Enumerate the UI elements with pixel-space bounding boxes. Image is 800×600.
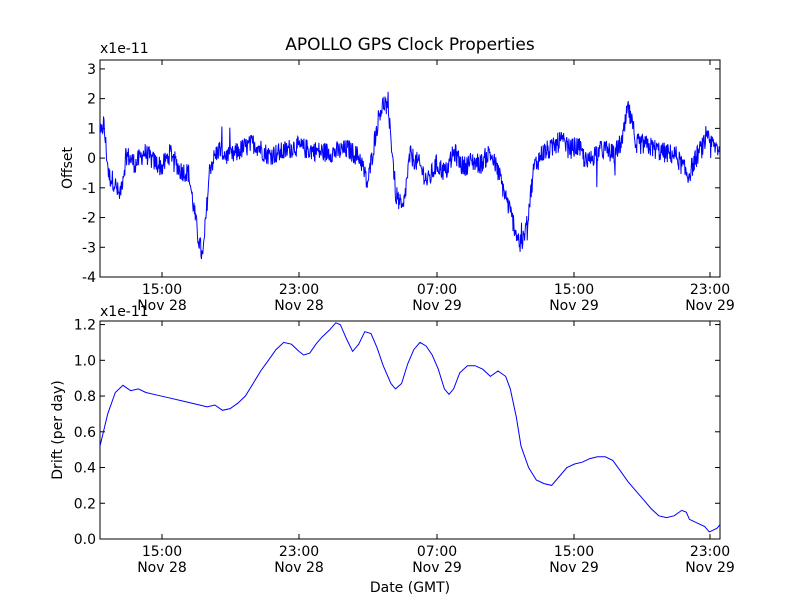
drift-x-axis-label: Date (GMT) bbox=[370, 580, 450, 596]
offset-x-tick-date: Nov 29 bbox=[685, 298, 735, 314]
drift-x-tick-date: Nov 28 bbox=[274, 560, 324, 576]
chart-title: APOLLO GPS Clock Properties bbox=[285, 35, 535, 55]
offset-x-tick-date: Nov 28 bbox=[274, 298, 324, 314]
drift-y-axis-label: Drift (per day) bbox=[50, 380, 66, 479]
offset-x-tick-date: Nov 29 bbox=[549, 298, 599, 314]
drift-y-tick-label: 0.4 bbox=[74, 461, 96, 477]
offset-x-tick-time: 07:00 bbox=[417, 282, 457, 298]
offset-y-tick-label: -2 bbox=[82, 211, 96, 227]
drift-x-tick-date: Nov 28 bbox=[137, 560, 187, 576]
offset-plot-frame bbox=[99, 59, 721, 278]
drift-y-tick-label: 1.0 bbox=[74, 353, 96, 369]
offset-series-line bbox=[100, 91, 720, 260]
drift-y-multiplier: x1e-11 bbox=[100, 304, 149, 320]
drift-y-tick-label: 1.2 bbox=[74, 318, 96, 334]
drift-x-tick-time: 15:00 bbox=[142, 544, 182, 560]
offset-y-tick-label: 0 bbox=[87, 151, 96, 167]
drift-y-tick-label: 0.0 bbox=[74, 532, 96, 548]
offset-y-tick-label: -4 bbox=[82, 270, 96, 286]
drift-x-tick-date: Nov 29 bbox=[549, 560, 599, 576]
offset-y-axis-label: Offset bbox=[60, 146, 76, 189]
offset-x-tick-time: 15:00 bbox=[554, 282, 594, 298]
offset-x-tick-time: 15:00 bbox=[142, 282, 182, 298]
drift-plot-frame bbox=[99, 320, 721, 540]
drift-y-tick-label: 0.6 bbox=[74, 425, 96, 441]
offset-y-tick-label: 2 bbox=[87, 92, 96, 108]
offset-x-tick-date: Nov 29 bbox=[412, 298, 462, 314]
offset-y-tick-label: 1 bbox=[87, 121, 96, 137]
offset-x-tick-date: Nov 28 bbox=[137, 298, 187, 314]
drift-panel: x1e-11 Drift (per day) Date (GMT) 1.2 1.0… bbox=[50, 304, 735, 596]
drift-x-tick-time: 23:00 bbox=[279, 544, 319, 560]
drift-y-tick-label: 0.2 bbox=[74, 496, 96, 512]
offset-x-tick-time: 23:00 bbox=[690, 282, 730, 298]
drift-x-tick-time: 15:00 bbox=[554, 544, 594, 560]
offset-y-ticks: 3 2 1 0 -1 -2 -3 -4 bbox=[82, 62, 720, 286]
offset-x-tick-time: 23:00 bbox=[279, 282, 319, 298]
drift-series bbox=[100, 322, 720, 533]
offset-y-multiplier: x1e-11 bbox=[100, 41, 149, 57]
drift-series-line bbox=[100, 322, 720, 533]
drift-x-tick-date: Nov 29 bbox=[412, 560, 462, 576]
offset-y-tick-label: 3 bbox=[87, 62, 96, 78]
drift-x-tick-time: 23:00 bbox=[690, 544, 730, 560]
offset-y-tick-label: -3 bbox=[82, 240, 96, 256]
drift-y-tick-label: 0.8 bbox=[74, 389, 96, 405]
drift-x-tick-time: 07:00 bbox=[417, 544, 457, 560]
offset-series bbox=[100, 91, 720, 260]
drift-x-tick-date: Nov 29 bbox=[685, 560, 735, 576]
offset-y-tick-label: -1 bbox=[82, 181, 96, 197]
drift-y-ticks: 1.2 1.0 0.8 0.6 0.4 0.2 0.0 bbox=[74, 318, 720, 548]
